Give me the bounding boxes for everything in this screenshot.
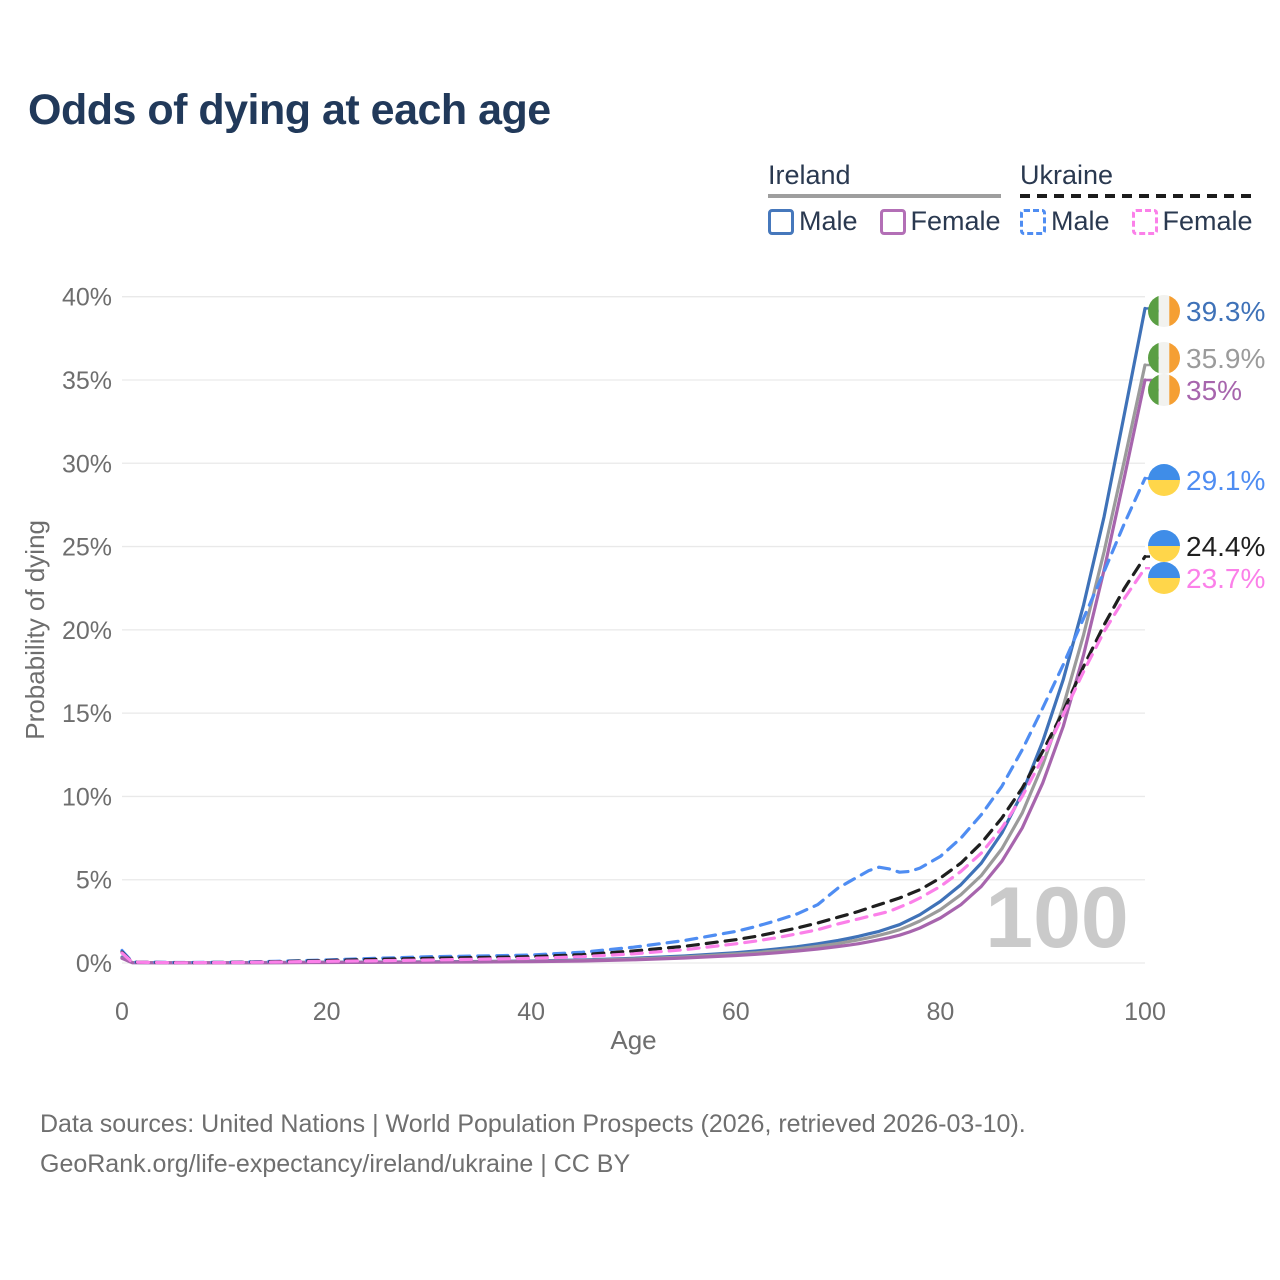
end-value-label-ukraine-total: 24.4%	[1186, 531, 1265, 562]
series-line-ireland-female[interactable]	[120, 378, 1147, 965]
legend-group-ukraine: Ukraine Male Female	[1020, 160, 1253, 237]
y-tick-label: 25%	[62, 534, 112, 562]
legend: Ireland Male Female Ukraine Male	[0, 160, 1280, 240]
x-tick-label: 60	[722, 998, 750, 1026]
y-tick-label: 0%	[76, 950, 112, 978]
x-tick-label: 0	[115, 998, 129, 1026]
end-value-label-ukraine-female: 23.7%	[1186, 563, 1265, 594]
ukraine-dashed-line-swatch	[1020, 194, 1253, 198]
x-axis-title: Age	[610, 1025, 656, 1055]
ireland-flag-icon	[1148, 374, 1180, 406]
series-line-ukraine-female[interactable]	[120, 566, 1147, 965]
y-tick-label: 5%	[76, 867, 112, 895]
legend-group-ireland: Ireland Male Female	[768, 160, 1001, 237]
legend-group-ireland-label[interactable]: Ireland	[768, 160, 851, 190]
ukraine-flag-icon	[1148, 464, 1180, 496]
x-tick-label: 80	[926, 998, 954, 1026]
legend-item-ireland-female[interactable]: Female	[879, 206, 1001, 237]
ireland-solid-line-swatch	[768, 194, 1001, 198]
ukraine-flag-icon	[1148, 562, 1180, 594]
footer-line-attribution: GeoRank.org/life-expectancy/ireland/ukra…	[40, 1150, 631, 1178]
end-value-label-ireland-total: 35.9%	[1186, 343, 1265, 374]
ireland-flag-icon	[1148, 295, 1180, 327]
legend-item-ireland-male[interactable]: Male	[768, 206, 858, 237]
end-value-label-ireland-male: 39.3%	[1186, 296, 1265, 327]
age-watermark: 100	[985, 870, 1129, 966]
end-value-label-ireland-female: 35%	[1186, 375, 1242, 406]
ukraine-male-swatch-icon	[1020, 208, 1046, 235]
end-value-label-ukraine-male: 29.1%	[1186, 465, 1265, 496]
legend-group-ukraine-label[interactable]: Ukraine	[1020, 160, 1114, 190]
data-sources-footer: Data sources: United Nations | World Pop…	[40, 1104, 1026, 1184]
y-tick-label: 30%	[62, 450, 112, 478]
legend-item-label: Female	[910, 206, 1001, 236]
y-axis-title: Probability of dying	[20, 520, 50, 740]
x-tick-label: 20	[313, 998, 341, 1026]
legend-item-ukraine-male[interactable]: Male	[1020, 206, 1110, 237]
y-tick-label: 15%	[62, 700, 112, 728]
y-tick-label: 40%	[62, 284, 112, 312]
x-tick-label: 100	[1124, 998, 1166, 1026]
x-tick-label: 40	[517, 998, 545, 1026]
y-tick-label: 35%	[62, 367, 112, 395]
legend-item-label: Male	[1051, 206, 1110, 236]
ireland-flag-icon	[1148, 342, 1180, 374]
legend-item-label: Male	[799, 206, 858, 236]
page-title: Odds of dying at each age	[28, 86, 551, 134]
ukraine-flag-icon	[1148, 530, 1180, 562]
y-tick-label: 20%	[62, 617, 112, 645]
y-tick-label: 10%	[62, 783, 112, 811]
ireland-male-swatch-icon	[768, 208, 794, 235]
legend-item-ukraine-female[interactable]: Female	[1131, 206, 1253, 237]
ukraine-female-swatch-icon	[1131, 208, 1158, 235]
ireland-female-swatch-icon	[879, 208, 906, 235]
legend-item-label: Female	[1162, 206, 1253, 236]
footer-line-sources: Data sources: United Nations | World Pop…	[40, 1110, 1026, 1138]
